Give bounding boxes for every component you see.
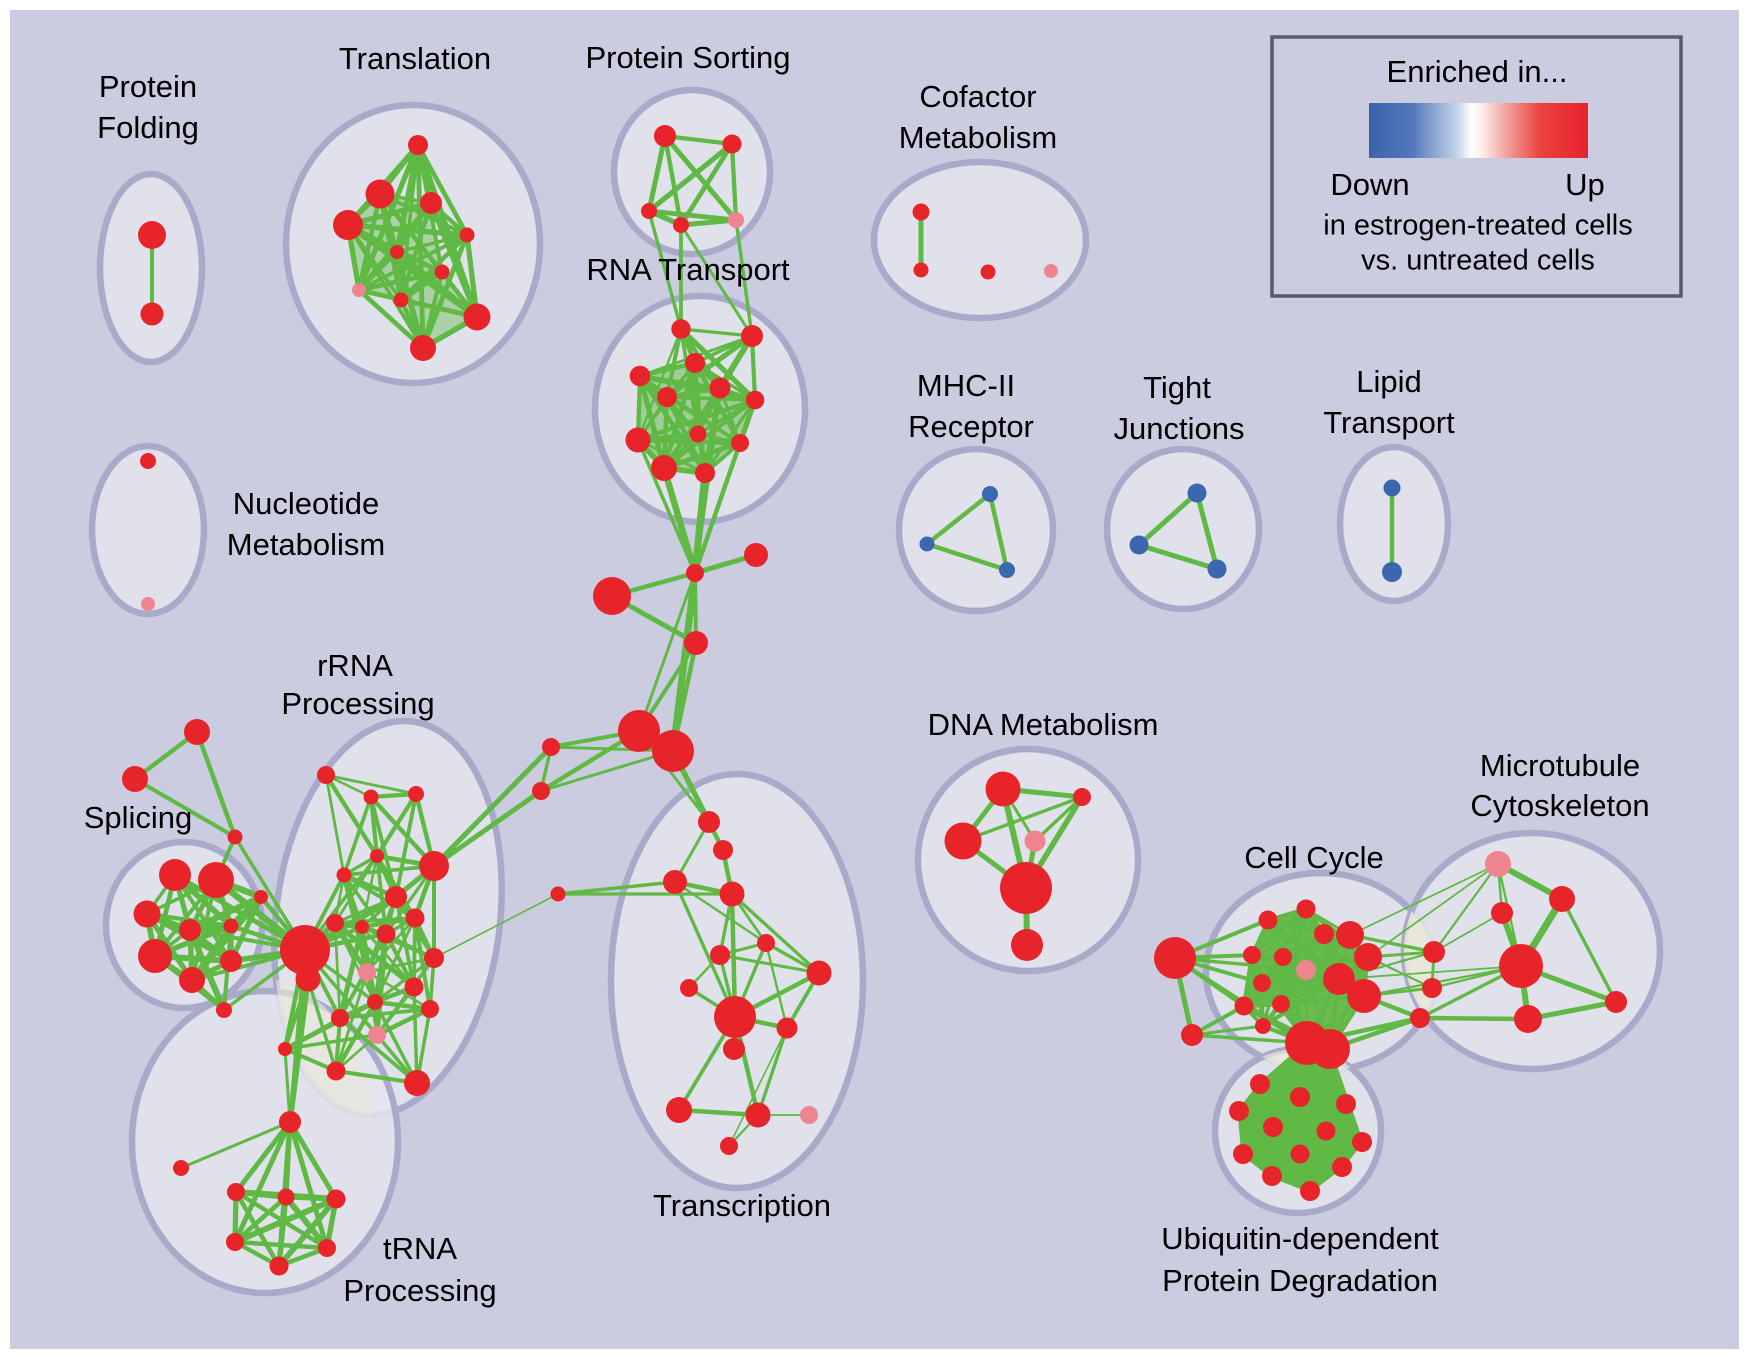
svg-text:Processing: Processing [343,1273,496,1308]
svg-text:Translation: Translation [339,41,491,76]
svg-text:Splicing: Splicing [84,800,193,835]
svg-text:Transcription: Transcription [653,1188,831,1223]
svg-text:Cofactor: Cofactor [919,79,1036,114]
svg-text:Metabolism: Metabolism [899,120,1058,155]
svg-text:vs. untreated cells: vs. untreated cells [1361,245,1595,277]
svg-text:tRNA: tRNA [383,1231,457,1266]
svg-text:DNA Metabolism: DNA Metabolism [928,707,1159,742]
svg-text:MHC-II: MHC-II [917,368,1015,403]
svg-text:Protein Sorting: Protein Sorting [585,40,790,75]
svg-text:Ubiquitin-dependent: Ubiquitin-dependent [1161,1221,1439,1256]
svg-text:Microtubule: Microtubule [1480,748,1640,783]
svg-text:Protein: Protein [99,69,197,104]
svg-text:in estrogen-treated cells: in estrogen-treated cells [1323,210,1633,242]
svg-text:Metabolism: Metabolism [227,527,386,562]
svg-text:Cell Cycle: Cell Cycle [1244,840,1384,875]
svg-text:Receptor: Receptor [908,409,1034,444]
svg-text:rRNA: rRNA [317,648,393,683]
svg-text:Nucleotide: Nucleotide [233,486,379,521]
svg-text:Down: Down [1330,167,1409,202]
svg-text:Transport: Transport [1323,405,1455,440]
svg-text:RNA Transport: RNA Transport [586,252,790,287]
svg-text:Up: Up [1565,167,1605,202]
svg-text:Lipid: Lipid [1356,364,1422,399]
svg-text:Protein Degradation: Protein Degradation [1162,1263,1438,1298]
svg-text:Tight: Tight [1143,370,1211,405]
svg-text:Junctions: Junctions [1114,411,1245,446]
svg-text:Folding: Folding [97,110,199,145]
svg-text:Processing: Processing [281,686,434,721]
svg-text:Enriched in...: Enriched in... [1387,54,1568,89]
svg-text:Cytoskeleton: Cytoskeleton [1470,788,1649,823]
